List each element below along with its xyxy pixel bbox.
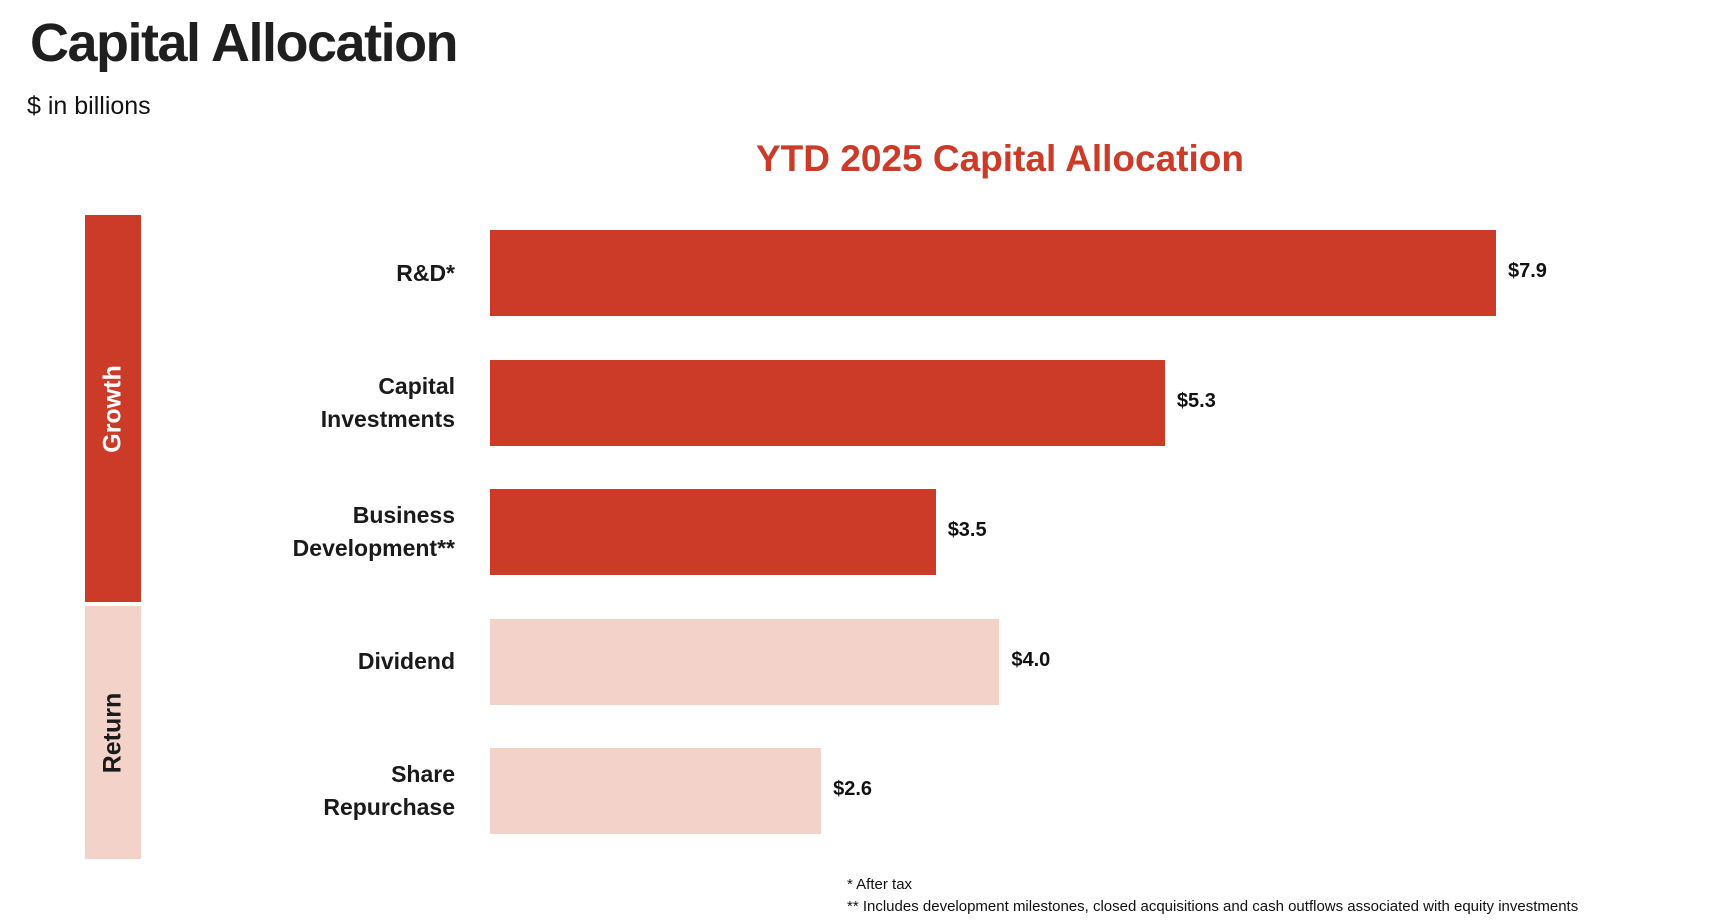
category-label-line: R&D*: [396, 259, 455, 286]
group-label-return: Return: [98, 692, 127, 773]
value-label-share-repurchase: $2.6: [833, 778, 873, 800]
bar-capital-investments: [490, 359, 1165, 446]
bar-business-development: [490, 489, 936, 575]
group-band-return: Return: [85, 606, 141, 859]
footnote-after-tax: * After tax: [847, 876, 913, 893]
category-label-line: Business: [352, 502, 455, 528]
category-label-line: Development**: [292, 535, 455, 561]
category-label-line: Dividend: [357, 648, 455, 674]
value-label-capital-investments: $5.3: [1176, 389, 1216, 412]
category-label-line: Investments: [320, 405, 455, 432]
category-label-line: Capital: [378, 372, 455, 399]
footnotes: * After tax ** Includes development mile…: [847, 874, 1578, 918]
value-label-dividend: $4.0: [1011, 648, 1051, 671]
bar-r-d: [490, 230, 1496, 316]
bar-share-repurchase: [490, 748, 822, 834]
category-label-share-repurchase: Share Repurchase: [195, 738, 455, 844]
value-label-r-d: $7.9: [1508, 260, 1547, 282]
category-label-line: Repurchase: [323, 794, 455, 820]
value-label-business-development: $3.5: [947, 519, 987, 541]
bar-dividend: [490, 618, 1000, 705]
page-title: Capital Allocation: [30, 13, 459, 73]
category-label-line: Share: [391, 761, 455, 787]
group-label-growth: Growth: [98, 364, 127, 453]
page-subtitle: $ in billions: [27, 92, 151, 120]
category-label-r-d: R&D*: [195, 220, 455, 326]
category-label-dividend: Dividend: [195, 609, 455, 715]
footnote-business-development: ** Includes development milestones, clos…: [847, 898, 1579, 915]
category-label-capital-investments: Capital Investments: [195, 350, 455, 456]
category-label-business-development: Business Development**: [195, 479, 455, 585]
chart-title: YTD 2025 Capital Allocation: [756, 138, 1244, 179]
group-band-growth: Growth: [85, 215, 141, 602]
